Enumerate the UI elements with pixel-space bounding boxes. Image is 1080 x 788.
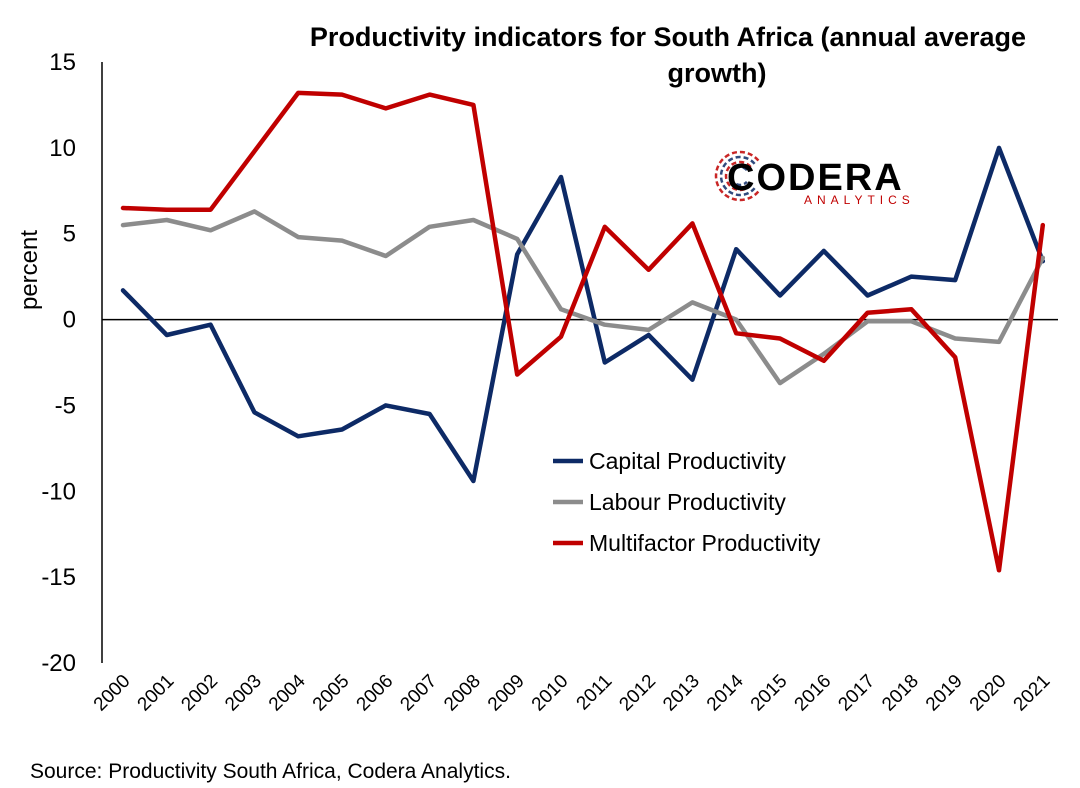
y-axis-ticks: -20 -15 -10 -5 0 5 10 15 bbox=[41, 49, 76, 677]
chart-legend: Capital Productivity Labour Productivity M… bbox=[553, 448, 821, 556]
y-tick-label: 0 bbox=[63, 307, 76, 334]
x-tick-label: 2020 bbox=[966, 671, 1011, 716]
source-note: Source: Productivity South Africa, Coder… bbox=[30, 760, 511, 783]
x-tick-label: 2007 bbox=[396, 671, 441, 716]
x-tick-label: 2000 bbox=[90, 671, 135, 716]
x-tick-label: 2006 bbox=[353, 671, 398, 716]
x-tick-label: 2013 bbox=[659, 671, 704, 716]
x-tick-label: 2016 bbox=[791, 671, 836, 716]
chart-title-line: growth) bbox=[668, 58, 767, 88]
x-tick-label: 2021 bbox=[1010, 671, 1055, 716]
chart-title-line: Productivity indicators for South Africa… bbox=[310, 22, 1026, 52]
y-tick-label: -5 bbox=[55, 392, 76, 419]
x-tick-label: 2005 bbox=[309, 671, 354, 716]
series-line-labour-productivity bbox=[120, 209, 1046, 386]
x-tick-label: 2018 bbox=[878, 671, 923, 716]
x-tick-label: 2019 bbox=[922, 671, 967, 716]
x-tick-label: 2010 bbox=[528, 671, 573, 716]
x-tick-label: 2014 bbox=[703, 670, 748, 715]
logo-arc bbox=[714, 150, 760, 202]
legend-entry: Labour Productivity bbox=[589, 489, 786, 515]
x-tick-label: 2002 bbox=[177, 671, 222, 716]
x-tick-label: 2009 bbox=[484, 671, 529, 716]
legend-entry: Capital Productivity bbox=[589, 448, 786, 474]
y-tick-label: -10 bbox=[41, 478, 76, 505]
y-tick-label: 15 bbox=[49, 49, 76, 76]
x-axis-ticks: 2000 2001 2002 2003 2004 2005 2006 2007 2008 2009… bbox=[90, 670, 1055, 715]
x-tick-label: 2008 bbox=[440, 671, 485, 716]
x-tick-label: 2003 bbox=[221, 671, 266, 716]
codera-logo-mark-icon bbox=[714, 150, 760, 202]
x-tick-label: 2012 bbox=[615, 671, 660, 716]
chart-series bbox=[120, 90, 1046, 573]
codera-logo: CODERA ANALYTICS bbox=[714, 150, 915, 207]
y-tick-label: 10 bbox=[49, 135, 76, 162]
series-line-capital-productivity bbox=[120, 145, 1046, 484]
chart-axes bbox=[101, 62, 1058, 663]
x-tick-label: 2015 bbox=[747, 671, 792, 716]
x-tick-label: 2004 bbox=[265, 670, 310, 715]
series-line-multifactor-productivity bbox=[120, 90, 1046, 573]
x-tick-label: 2011 bbox=[573, 671, 617, 715]
logo-subtitle: ANALYTICS bbox=[804, 193, 915, 207]
chart-title: Productivity indicators for South Africa… bbox=[310, 22, 1026, 88]
logo-wordmark: CODERA bbox=[727, 157, 904, 199]
logo-arc bbox=[724, 160, 752, 192]
y-tick-label: -20 bbox=[41, 650, 76, 677]
x-tick-label: 2001 bbox=[134, 671, 179, 716]
y-axis-label: percent bbox=[16, 230, 43, 310]
x-tick-label: 2017 bbox=[834, 671, 879, 716]
y-tick-label: 5 bbox=[63, 221, 76, 248]
y-tick-label: -15 bbox=[41, 564, 76, 591]
legend-entry: Multifactor Productivity bbox=[589, 530, 821, 556]
